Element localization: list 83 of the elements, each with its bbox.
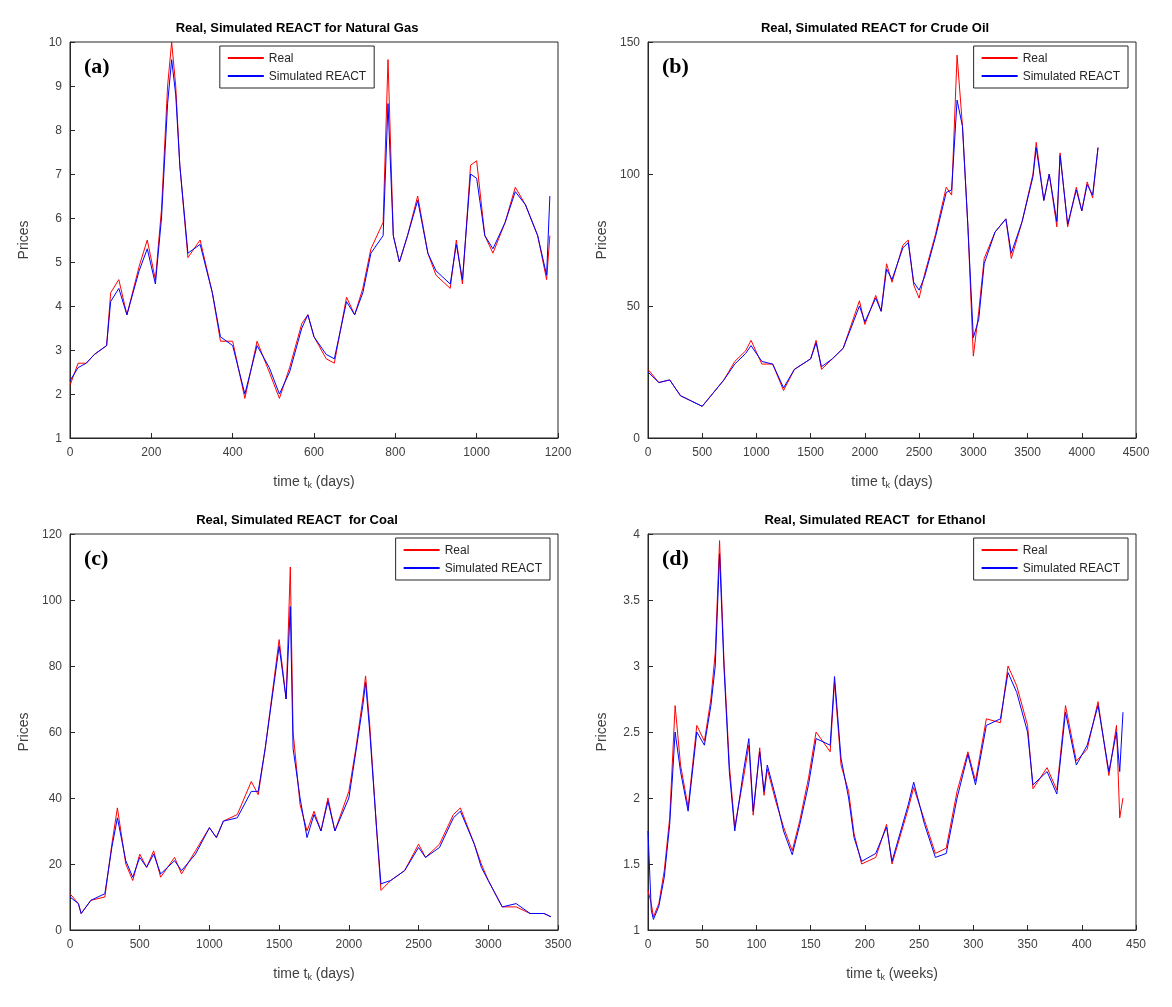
y-tick-label: 60 bbox=[48, 725, 63, 739]
y-tick-label: 8 bbox=[55, 123, 63, 137]
legend-label: Real bbox=[1022, 51, 1048, 65]
annotation: (a) bbox=[84, 52, 110, 78]
y-axis-title: Prices bbox=[15, 220, 31, 260]
x-tick-label: 450 bbox=[1125, 937, 1147, 951]
annotation: (b) bbox=[662, 52, 689, 78]
y-tick-label: 3 bbox=[633, 659, 641, 673]
x-tick-label: 0 bbox=[66, 937, 74, 951]
x-tick-label: 3500 bbox=[544, 937, 572, 951]
y-axis-title: Prices bbox=[593, 712, 609, 752]
legend-label: Simulated REACT bbox=[1022, 69, 1121, 83]
y-tick-label: 0 bbox=[633, 431, 641, 445]
annotation: (d) bbox=[662, 544, 689, 570]
y-tick-label: 150 bbox=[619, 35, 641, 49]
legend-label: Simulated REACT bbox=[268, 69, 367, 83]
y-tick-label: 1 bbox=[55, 431, 63, 445]
x-tick-label: 4500 bbox=[1122, 445, 1150, 459]
y-tick-label: 20 bbox=[48, 857, 63, 871]
x-tick-label: 200 bbox=[141, 445, 162, 459]
x-tick-label: 100 bbox=[746, 937, 767, 951]
legend-label: Simulated REACT bbox=[444, 561, 543, 575]
x-tick-label: 0 bbox=[644, 445, 652, 459]
y-tick-label: 4 bbox=[55, 299, 63, 313]
x-tick-label: 150 bbox=[800, 937, 821, 951]
x-tick-label: 400 bbox=[222, 445, 243, 459]
y-tick-label: 1.5 bbox=[623, 857, 641, 871]
x-tick-label: 800 bbox=[385, 445, 406, 459]
y-tick-label: 120 bbox=[41, 527, 63, 541]
chart-title: Real, Simulated REACT for Coal bbox=[196, 512, 398, 527]
x-tick-label: 500 bbox=[129, 937, 151, 951]
y-axis-title: Prices bbox=[593, 220, 609, 260]
y-tick-label: 100 bbox=[619, 167, 641, 181]
y-tick-label: 9 bbox=[55, 79, 63, 93]
y-tick-label: 50 bbox=[626, 299, 641, 313]
y-tick-label: 2.5 bbox=[623, 725, 641, 739]
y-tick-label: 10 bbox=[48, 35, 63, 49]
legend-label: Real bbox=[444, 543, 470, 557]
x-tick-label: 200 bbox=[854, 937, 876, 951]
x-tick-label: 500 bbox=[692, 445, 713, 459]
chart-title: Real, Simulated REACT for Natural Gas bbox=[175, 20, 419, 35]
y-tick-label: 7 bbox=[55, 167, 63, 181]
y-tick-label: 5 bbox=[55, 255, 63, 269]
legend-label: Real bbox=[1022, 543, 1048, 557]
legend-label: Simulated REACT bbox=[1022, 561, 1121, 575]
y-tick-label: 80 bbox=[48, 659, 63, 673]
x-tick-label: 50 bbox=[695, 937, 710, 951]
x-tick-label: 350 bbox=[1017, 937, 1038, 951]
y-tick-label: 40 bbox=[48, 791, 63, 805]
x-tick-label: 1500 bbox=[797, 445, 825, 459]
chart-title: Real, Simulated REACT for Ethanol bbox=[764, 512, 986, 527]
x-tick-label: 0 bbox=[644, 937, 652, 951]
x-tick-label: 300 bbox=[963, 937, 984, 951]
x-tick-label: 250 bbox=[909, 937, 930, 951]
x-tick-label: 3500 bbox=[1014, 445, 1042, 459]
y-tick-label: 2 bbox=[55, 387, 63, 401]
x-tick-label: 3000 bbox=[474, 937, 502, 951]
y-tick-label: 2 bbox=[633, 791, 641, 805]
x-tick-label: 2500 bbox=[905, 445, 933, 459]
x-tick-label: 600 bbox=[303, 445, 325, 459]
x-tick-label: 400 bbox=[1071, 937, 1093, 951]
x-tick-label: 1000 bbox=[743, 445, 771, 459]
x-tick-label: 1500 bbox=[265, 937, 293, 951]
annotation: (c) bbox=[84, 544, 109, 570]
x-tick-label: 3000 bbox=[959, 445, 987, 459]
x-tick-label: 2500 bbox=[405, 937, 433, 951]
legend-label: Real bbox=[268, 51, 294, 65]
y-tick-label: 3.5 bbox=[623, 593, 641, 607]
y-axis-title: Prices bbox=[15, 712, 31, 752]
x-tick-label: 1000 bbox=[463, 445, 491, 459]
y-tick-label: 1 bbox=[633, 923, 641, 937]
y-tick-label: 3 bbox=[55, 343, 63, 357]
y-tick-label: 4 bbox=[633, 527, 641, 541]
x-tick-label: 2000 bbox=[851, 445, 879, 459]
x-tick-label: 1200 bbox=[544, 445, 572, 459]
x-tick-label: 2000 bbox=[335, 937, 363, 951]
y-tick-label: 0 bbox=[55, 923, 63, 937]
x-tick-label: 1000 bbox=[196, 937, 224, 951]
x-tick-label: 0 bbox=[66, 445, 74, 459]
y-tick-label: 100 bbox=[41, 593, 63, 607]
y-tick-label: 6 bbox=[55, 211, 63, 225]
x-tick-label: 4000 bbox=[1068, 445, 1096, 459]
chart-title: Real, Simulated REACT for Crude Oil bbox=[760, 20, 990, 35]
